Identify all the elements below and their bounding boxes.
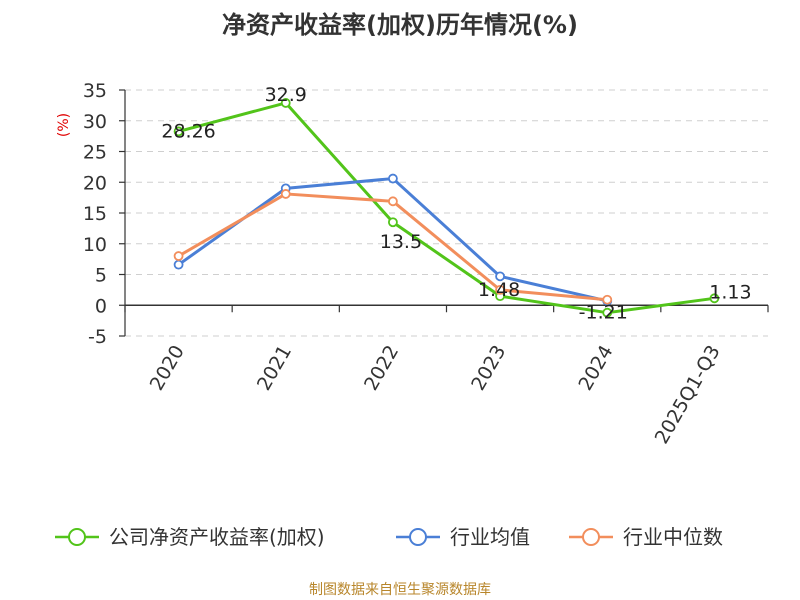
y-tick-label: 10 bbox=[83, 234, 107, 256]
y-tick-label: 5 bbox=[95, 265, 107, 287]
y-tick-label: 25 bbox=[83, 142, 107, 164]
legend-marker bbox=[409, 528, 427, 546]
y-tick-label: -5 bbox=[88, 326, 107, 348]
x-tick-label: 2022 bbox=[360, 342, 403, 395]
legend-marker bbox=[68, 528, 86, 546]
y-tick-label: 35 bbox=[83, 80, 107, 102]
x-tick-label: 2021 bbox=[253, 342, 296, 395]
legend-marker bbox=[582, 528, 600, 546]
data-point bbox=[173, 251, 184, 261]
data-point bbox=[173, 259, 184, 270]
chart-title: 净资产收益率(加权)历年情况(%) bbox=[222, 11, 578, 39]
data-label: -1.21 bbox=[579, 302, 628, 324]
data-label: 32.9 bbox=[265, 84, 307, 106]
data-label: 1.13 bbox=[709, 281, 751, 303]
data-point bbox=[388, 196, 398, 207]
y-axis-label: (%) bbox=[56, 113, 72, 137]
x-tick-label: 2020 bbox=[146, 342, 189, 395]
y-tick-label: 30 bbox=[83, 111, 107, 133]
data-label: 13.5 bbox=[380, 231, 422, 253]
source-note: 制图数据来自恒生聚源数据库 bbox=[309, 582, 491, 598]
x-tick-label: 2024 bbox=[574, 342, 617, 395]
x-tick-label: 2025Q1-Q3 bbox=[651, 342, 725, 448]
data-point bbox=[280, 189, 291, 199]
x-tick-label: 2023 bbox=[467, 342, 510, 395]
data-point bbox=[388, 217, 398, 228]
data-label: 28.26 bbox=[161, 120, 215, 142]
legend: 公司净资产收益率(加权) 行业均值 行业中位数 bbox=[55, 525, 723, 549]
data-label: 1.48 bbox=[478, 279, 520, 301]
series-line bbox=[178, 101, 715, 315]
grid-lines bbox=[125, 89, 768, 337]
data-labels: 28.26 32.9 13.5 1.48 -1.21 1.13 bbox=[161, 84, 751, 324]
data-point bbox=[602, 294, 613, 305]
data-point bbox=[709, 293, 720, 304]
data-point bbox=[173, 126, 184, 137]
series-layer bbox=[173, 98, 720, 318]
data-point bbox=[602, 307, 613, 318]
y-tick-label: 0 bbox=[95, 295, 107, 317]
legend-label: 公司净资产收益率(加权) bbox=[109, 525, 325, 549]
y-tick-label: 20 bbox=[83, 172, 107, 194]
legend-label: 行业均值 bbox=[450, 525, 530, 549]
y-tick-label: 15 bbox=[83, 203, 107, 225]
data-point bbox=[388, 173, 398, 184]
data-point bbox=[495, 271, 505, 282]
data-point bbox=[280, 98, 291, 108]
data-point bbox=[495, 284, 505, 295]
legend-label: 行业中位数 bbox=[623, 525, 723, 549]
